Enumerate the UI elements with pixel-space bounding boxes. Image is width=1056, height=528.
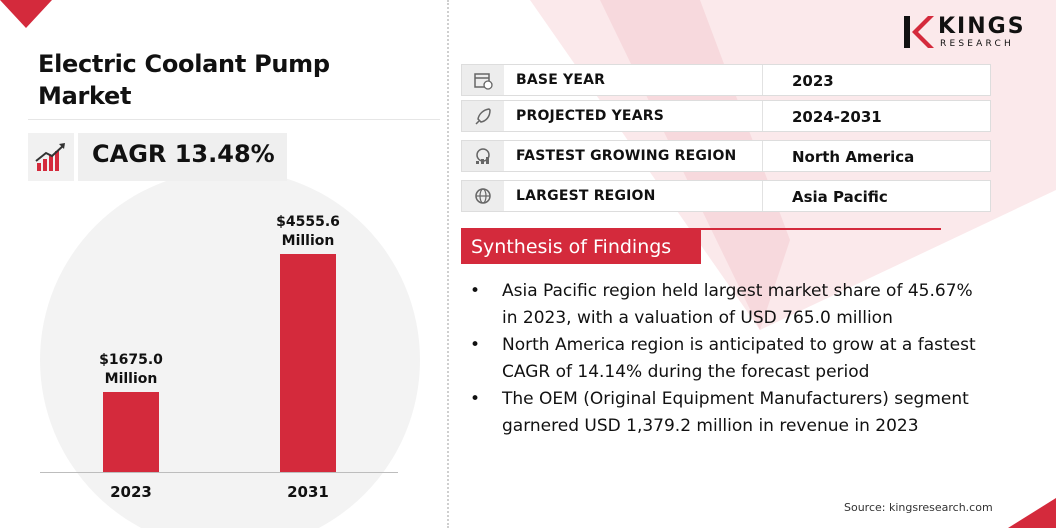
bar-value-amount: $4555.6	[276, 214, 340, 230]
globe-growth-icon	[476, 148, 490, 164]
findings-list: • Asia Pacific region held largest marke…	[470, 278, 1040, 440]
info-icon-box	[462, 65, 504, 95]
info-icon-box	[462, 101, 504, 131]
finding-text-line: garnered USD 1,379.2 million in revenue …	[502, 416, 919, 436]
bar-value-label: $4555.6 Million	[258, 213, 358, 251]
cagr-icon-box	[28, 133, 74, 181]
growth-chart-icon	[35, 143, 65, 171]
findings-rule	[461, 228, 941, 230]
column-divider	[447, 0, 449, 528]
bullet-icon: •	[470, 389, 481, 409]
info-separator	[762, 101, 763, 131]
bullet-icon: •	[470, 281, 481, 301]
info-separator	[762, 141, 763, 171]
info-icon-box	[462, 181, 504, 211]
info-separator	[762, 181, 763, 211]
info-label: FASTEST GROWING REGION	[516, 148, 737, 164]
bar-2031	[280, 254, 336, 472]
info-label: PROJECTED YEARS	[516, 108, 664, 124]
info-value: Asia Pacific	[792, 188, 888, 206]
bar-2023	[103, 392, 159, 472]
finding-text-line: CAGR of 14.14% during the forecast perio…	[502, 362, 870, 382]
info-row-base-year: BASE YEAR 2023	[461, 64, 991, 96]
info-value: 2024-2031	[792, 108, 882, 126]
info-row-fastest-growing-region: FASTEST GROWING REGION North America	[461, 140, 991, 172]
bullet-icon: •	[470, 335, 481, 355]
kings-logo-icon	[904, 16, 934, 48]
cagr-panel	[78, 133, 287, 181]
info-icon-box	[462, 141, 504, 171]
finding-item: • North America region is anticipated to…	[470, 332, 1040, 386]
finding-text-line: The OEM (Original Equipment Manufacturer…	[502, 389, 969, 409]
page-title: Electric Coolant Pump Market	[38, 48, 330, 112]
bar-value-unit: Million	[104, 371, 158, 387]
info-row-projected-years: PROJECTED YEARS 2024-2031	[461, 100, 991, 132]
info-label: LARGEST REGION	[516, 188, 656, 204]
source-note: Source: kingsresearch.com	[844, 501, 993, 514]
x-axis-line	[40, 472, 398, 473]
finding-item: • Asia Pacific region held largest marke…	[470, 278, 1040, 332]
logo-subtitle: RESEARCH	[940, 39, 1014, 49]
bar-value-unit: Million	[281, 233, 335, 249]
logo-brand: KINGS	[938, 14, 1026, 39]
x-tick-label: 2023	[110, 483, 152, 501]
bar-value-label: $1675.0 Million	[81, 351, 181, 389]
title-underline	[28, 119, 440, 120]
info-separator	[762, 65, 763, 95]
x-tick-label: 2031	[287, 483, 329, 501]
bar-chart: $1675.0 Million 2023 $4555.6 Million 2031	[0, 0, 447, 528]
finding-text-line: in 2023, with a valuation of USD 765.0 m…	[502, 308, 893, 328]
calendar-icon	[474, 73, 493, 90]
finding-text-line: North America region is anticipated to g…	[502, 335, 976, 355]
cagr-value: CAGR 13.48%	[92, 140, 275, 168]
info-value: 2023	[792, 72, 834, 90]
info-row-largest-region: LARGEST REGION Asia Pacific	[461, 180, 991, 212]
info-value: North America	[792, 148, 915, 166]
finding-item: • The OEM (Original Equipment Manufactur…	[470, 386, 1040, 440]
corner-triangle-top-left	[0, 0, 52, 28]
bar-value-amount: $1675.0	[99, 352, 163, 368]
corner-triangle-bottom-right	[1008, 498, 1056, 528]
title-line-1: Electric Coolant Pump	[38, 50, 330, 78]
rocket-icon	[475, 108, 491, 125]
title-line-2: Market	[38, 82, 132, 110]
finding-text-line: Asia Pacific region held largest market …	[502, 281, 973, 301]
globe-icon	[475, 188, 491, 204]
info-label: BASE YEAR	[516, 72, 606, 88]
findings-heading: Synthesis of Findings	[461, 230, 701, 264]
